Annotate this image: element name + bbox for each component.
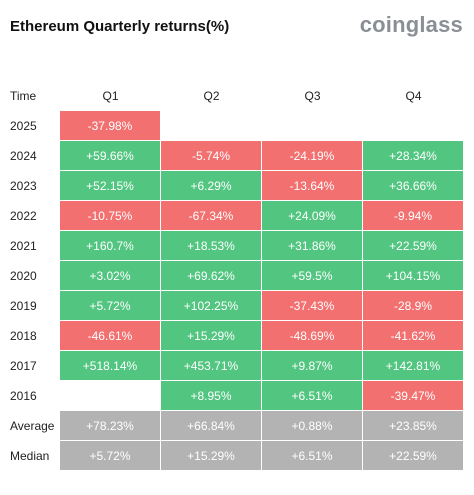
return-cell: +24.09% bbox=[262, 201, 363, 231]
return-cell: +5.72% bbox=[60, 441, 161, 471]
return-cell: +104.15% bbox=[363, 261, 464, 291]
return-cell: +31.86% bbox=[262, 231, 363, 261]
chart-title: Ethereum Quarterly returns(%) bbox=[10, 18, 230, 35]
return-cell: -37.43% bbox=[262, 291, 363, 321]
row-label-2020: 2020 bbox=[10, 269, 37, 283]
return-cell: +6.51% bbox=[262, 441, 363, 471]
column-header-q3: Q3 bbox=[304, 89, 321, 103]
brand-logo: coinglass bbox=[359, 12, 463, 37]
return-cell: +22.59% bbox=[363, 441, 464, 471]
row-label-2019: 2019 bbox=[10, 299, 37, 313]
return-cell: +59.66% bbox=[60, 141, 161, 171]
row-label-2016: 2016 bbox=[10, 389, 37, 403]
return-cell: -67.34% bbox=[161, 201, 262, 231]
empty-cell bbox=[262, 111, 363, 141]
return-cell: +69.62% bbox=[161, 261, 262, 291]
return-cell: +453.71% bbox=[161, 351, 262, 381]
return-cell: -39.47% bbox=[363, 381, 464, 411]
return-cell: -37.98% bbox=[60, 111, 161, 141]
return-cell: +5.72% bbox=[60, 291, 161, 321]
return-cell: +36.66% bbox=[363, 171, 464, 201]
return-cell: -41.62% bbox=[363, 321, 464, 351]
return-cell: +142.81% bbox=[363, 351, 464, 381]
empty-cell bbox=[363, 111, 464, 141]
return-cell: +6.51% bbox=[262, 381, 363, 411]
row-label-2018: 2018 bbox=[10, 329, 37, 343]
row-label-average: Average bbox=[10, 419, 55, 433]
return-cell: -5.74% bbox=[161, 141, 262, 171]
row-label-2023: 2023 bbox=[10, 179, 37, 193]
return-cell: +9.87% bbox=[262, 351, 363, 381]
row-label-2017: 2017 bbox=[10, 359, 37, 373]
return-cell: +160.7% bbox=[60, 231, 161, 261]
row-label-2025: 2025 bbox=[10, 119, 37, 133]
return-cell: +22.59% bbox=[363, 231, 464, 261]
column-header-q1: Q1 bbox=[102, 89, 119, 103]
return-cell: -46.61% bbox=[60, 321, 161, 351]
return-cell: +59.5% bbox=[262, 261, 363, 291]
return-cell: +15.29% bbox=[161, 441, 262, 471]
return-cell: +518.14% bbox=[60, 351, 161, 381]
row-label-2022: 2022 bbox=[10, 209, 37, 223]
return-cell: +23.85% bbox=[363, 411, 464, 441]
return-cell: -28.9% bbox=[363, 291, 464, 321]
empty-cell bbox=[60, 381, 161, 411]
row-label-median: Median bbox=[10, 449, 50, 463]
return-cell: -13.64% bbox=[262, 171, 363, 201]
return-cell: +0.88% bbox=[262, 411, 363, 441]
column-header-q4: Q4 bbox=[405, 89, 422, 103]
return-cell: -24.19% bbox=[262, 141, 363, 171]
return-cell: +3.02% bbox=[60, 261, 161, 291]
return-cell: +78.23% bbox=[60, 411, 161, 441]
row-label-2021: 2021 bbox=[10, 239, 37, 253]
return-cell: -9.94% bbox=[363, 201, 464, 231]
return-cell: +15.29% bbox=[161, 321, 262, 351]
return-cell: +52.15% bbox=[60, 171, 161, 201]
column-header-q2: Q2 bbox=[203, 89, 220, 103]
return-cell: +28.34% bbox=[363, 141, 464, 171]
returns-table: Time Q1 Q2 Q3 Q4 2025 -37.98% 2024 +59.66% -5.74%… bbox=[10, 81, 464, 471]
corner-label: Time bbox=[10, 89, 37, 103]
return-cell: +102.25% bbox=[161, 291, 262, 321]
return-cell: +66.84% bbox=[161, 411, 262, 441]
return-cell: +6.29% bbox=[161, 171, 262, 201]
row-label-2024: 2024 bbox=[10, 149, 37, 163]
return-cell: -48.69% bbox=[262, 321, 363, 351]
return-cell: +18.53% bbox=[161, 231, 262, 261]
return-cell: +8.95% bbox=[161, 381, 262, 411]
empty-cell bbox=[161, 111, 262, 141]
return-cell: -10.75% bbox=[60, 201, 161, 231]
